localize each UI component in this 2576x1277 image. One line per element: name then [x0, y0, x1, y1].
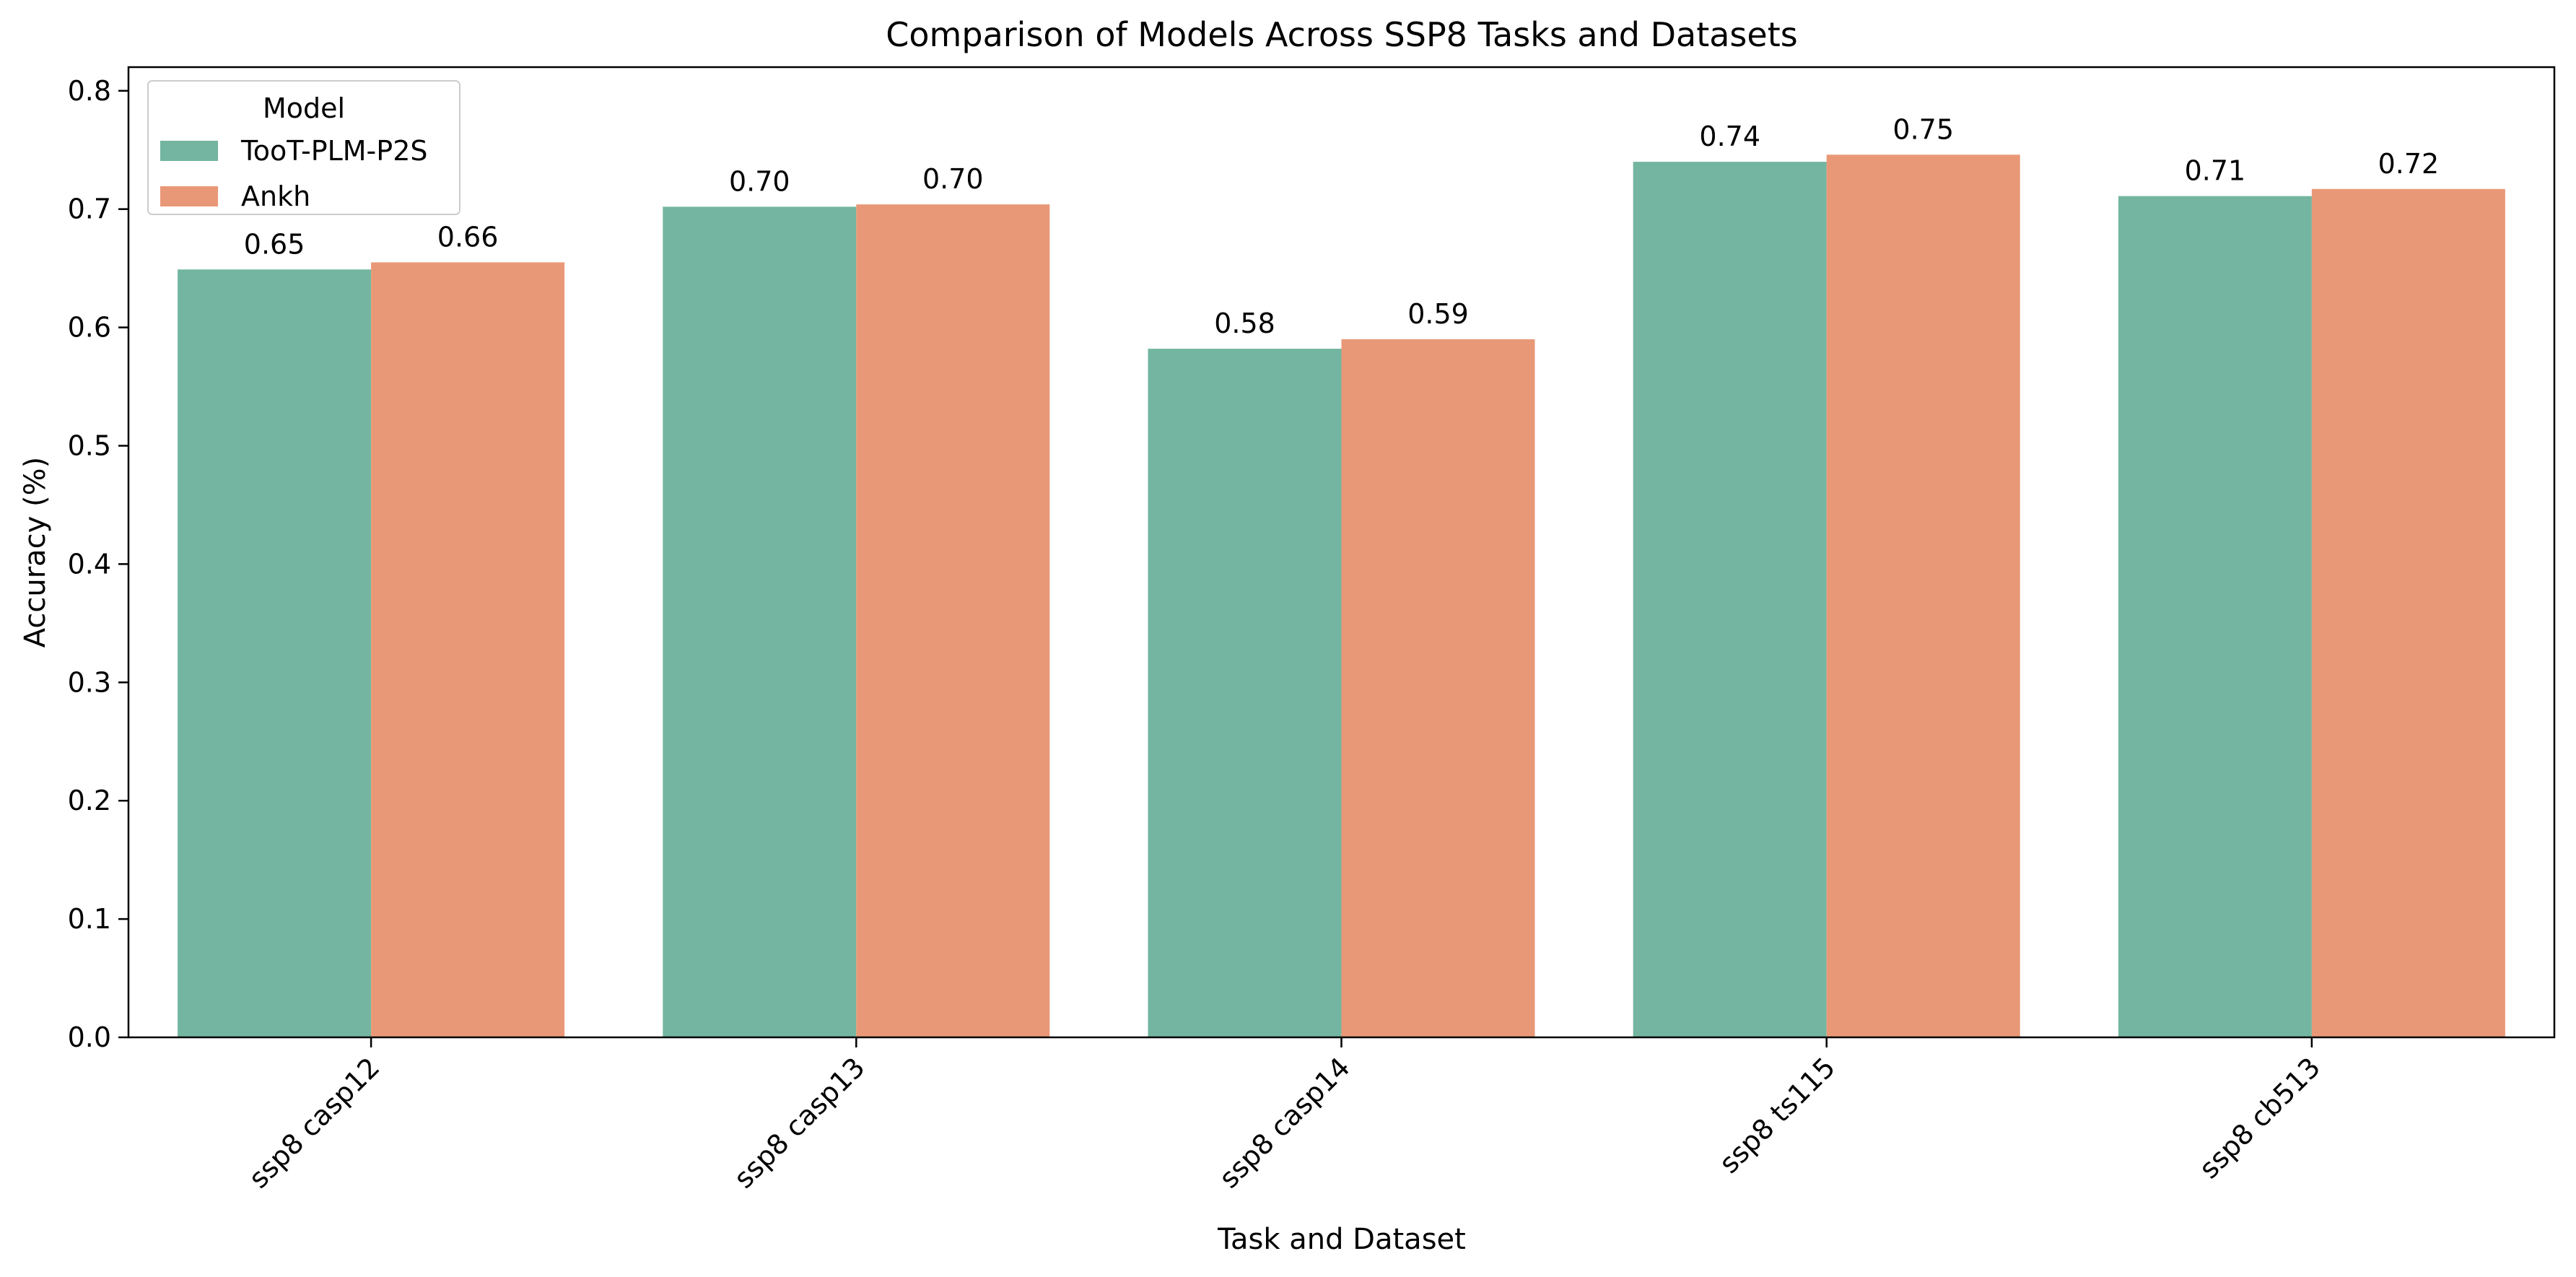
bar-toot-ssp8-ts115	[1633, 162, 1827, 1037]
bar-value-label: 0.75	[1892, 113, 1954, 145]
y-tick-label: 0.5	[68, 430, 111, 461]
x-tick-label: ssp8 ts115	[1713, 1051, 1841, 1180]
x-axis: ssp8 casp12 ssp8 casp13 ssp8 casp14 ssp8 ts…	[243, 1037, 2326, 1195]
bar-ankh-ssp8-casp12	[371, 262, 565, 1038]
bars-layer	[178, 154, 2505, 1038]
legend-box	[147, 80, 460, 215]
bar-value-label: 0.65	[244, 228, 305, 260]
y-tick-label: 0.0	[68, 1021, 111, 1053]
bar-value-label: 0.70	[729, 165, 790, 197]
x-tick-label: ssp8 casp14	[1213, 1051, 1356, 1194]
x-axis-title: Task and Dataset	[1217, 1223, 1466, 1256]
y-tick-label: 0.1	[68, 903, 111, 935]
bar-ankh-ssp8-cb513	[2311, 188, 2505, 1037]
legend-title: Model	[263, 92, 345, 124]
legend-label-ankh: Ankh	[241, 180, 310, 212]
legend-swatch-toot	[160, 141, 218, 161]
x-tick-label: ssp8 casp13	[728, 1051, 870, 1194]
bar-value-label: 0.59	[1407, 298, 1469, 330]
y-axis-title: Accuracy (%)	[19, 457, 52, 648]
x-tick-label: ssp8 cb513	[2193, 1051, 2326, 1185]
bar-value-label: 0.72	[2378, 148, 2440, 180]
bar-value-label: 0.58	[1214, 308, 1275, 339]
y-tick-label: 0.8	[68, 75, 111, 107]
y-tick-label: 0.4	[68, 548, 111, 580]
legend: Model TooT-PLM-P2S Ankh	[147, 80, 460, 215]
y-axis: 0.0 0.1 0.2 0.3 0.4 0.5 0.6 0.7 0.8	[68, 75, 128, 1053]
bar-toot-ssp8-casp13	[663, 206, 857, 1037]
bar-toot-ssp8-cb513	[2118, 196, 2312, 1037]
chart-title: Comparison of Models Across SSP8 Tasks a…	[886, 15, 1797, 54]
y-tick-label: 0.7	[68, 193, 111, 225]
bar-toot-ssp8-casp14	[1148, 349, 1342, 1038]
bar-value-label: 0.74	[1699, 121, 1760, 152]
bar-ankh-ssp8-casp13	[856, 204, 1050, 1037]
bar-ankh-ssp8-ts115	[1826, 154, 2020, 1037]
bar-value-label: 0.66	[437, 221, 499, 253]
y-tick-label: 0.3	[68, 666, 111, 698]
y-tick-label: 0.6	[68, 312, 111, 344]
legend-swatch-ankh	[160, 186, 218, 206]
bar-ankh-ssp8-casp14	[1341, 339, 1535, 1038]
bar-value-label: 0.71	[2185, 155, 2246, 187]
y-tick-label: 0.2	[68, 785, 111, 816]
x-tick-label: ssp8 casp12	[243, 1051, 385, 1194]
bar-labels-layer: 0.65 0.66 0.70 0.70 0.58 0.59 0.74 0.75 0.71 0.72	[244, 113, 2439, 339]
bar-toot-ssp8-casp12	[178, 269, 372, 1037]
legend-label-toot: TooT-PLM-P2S	[240, 135, 428, 167]
bar-value-label: 0.70	[922, 163, 984, 195]
